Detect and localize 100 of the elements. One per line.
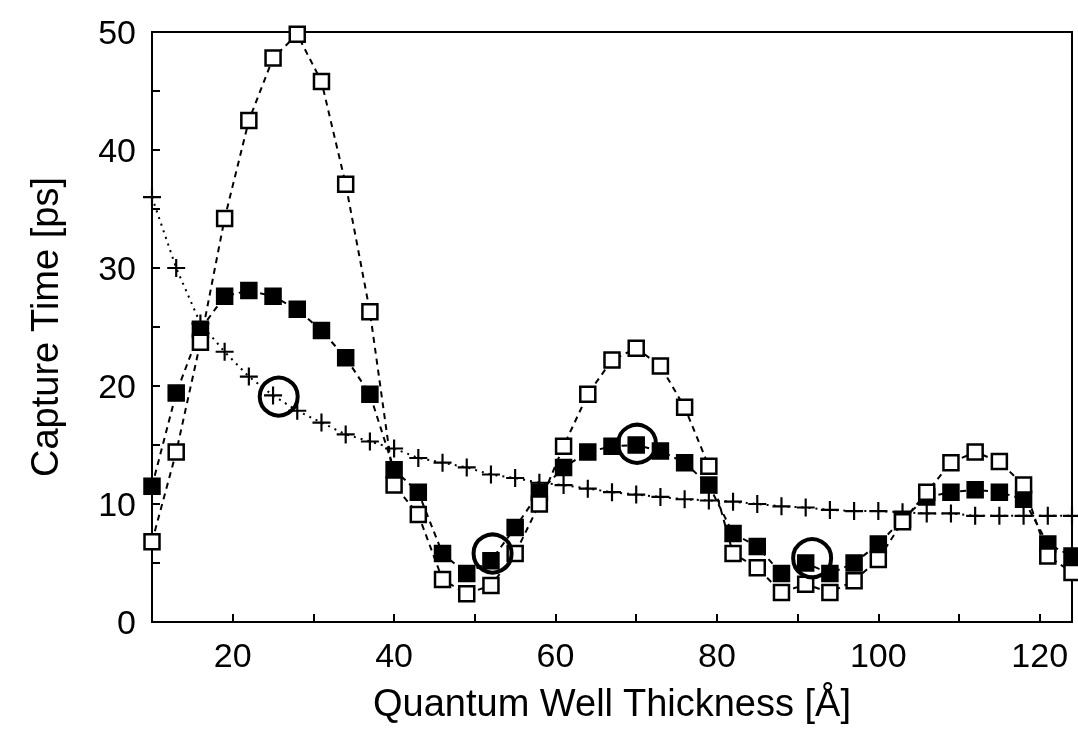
x-tick-label: 20: [213, 636, 252, 674]
x-tick-label: 120: [1011, 636, 1069, 674]
point: [257, 375, 300, 418]
point: [700, 476, 718, 494]
point: [312, 72, 331, 91]
point: [966, 481, 984, 499]
point: [966, 506, 985, 525]
point: [360, 432, 379, 451]
point: [143, 477, 161, 496]
point: [191, 333, 210, 352]
point: [845, 502, 864, 521]
point: [1038, 506, 1057, 525]
x-tick-label: 40: [375, 636, 414, 674]
point: [215, 287, 234, 306]
point: [288, 25, 307, 44]
point: [772, 564, 791, 583]
x-axis-title: Quantum Well Thickness [Å]: [372, 681, 852, 724]
point: [336, 175, 355, 193]
point: [869, 502, 888, 521]
point: [264, 287, 282, 306]
point: [1014, 506, 1033, 525]
point: [966, 443, 984, 461]
point: [264, 49, 282, 67]
point: [409, 448, 428, 467]
point: [336, 425, 355, 444]
point: [603, 483, 621, 502]
point: [457, 458, 476, 477]
point: [990, 506, 1009, 525]
point: [845, 554, 863, 572]
point: [724, 492, 743, 511]
y-tick-label: 20: [98, 367, 136, 405]
point: [1014, 476, 1033, 494]
point: [675, 453, 694, 472]
point: [772, 497, 791, 516]
point: [627, 485, 646, 504]
point: [433, 544, 452, 563]
point: [990, 452, 1009, 471]
point: [167, 384, 185, 402]
point: [215, 209, 234, 228]
point: [482, 576, 500, 595]
y-axis-title: Capture Time [ps]: [24, 177, 66, 477]
point: [554, 458, 573, 477]
y-tick-label: 0: [117, 603, 136, 641]
y-tick-label: 40: [98, 131, 136, 169]
point: [990, 483, 1009, 501]
point: [143, 188, 161, 207]
point: [772, 583, 791, 602]
y-tick-label: 30: [98, 249, 136, 287]
point: [675, 398, 694, 416]
point: [578, 479, 597, 498]
point: [336, 348, 355, 367]
point: [312, 413, 331, 432]
point: [554, 437, 573, 455]
point: [579, 385, 597, 404]
point: [361, 302, 379, 321]
point: [724, 544, 742, 563]
point: [942, 453, 960, 472]
point: [506, 469, 525, 488]
point: [796, 498, 815, 517]
point: [530, 495, 549, 513]
point: [917, 483, 936, 501]
point: [481, 465, 500, 484]
point: [700, 457, 718, 475]
point: [167, 259, 186, 277]
point: [616, 422, 659, 465]
point: [312, 321, 331, 340]
point: [239, 367, 258, 386]
point: [385, 439, 404, 458]
point: [457, 584, 476, 603]
point: [409, 483, 428, 501]
point: [554, 476, 573, 495]
point: [409, 505, 428, 524]
y-tick-label: 50: [98, 13, 136, 51]
x-tick-label: 80: [698, 636, 736, 674]
y-tick-label: 10: [98, 485, 136, 523]
point: [385, 476, 403, 494]
point: [288, 300, 307, 319]
point: [506, 518, 524, 537]
point: [1039, 547, 1057, 565]
point: [845, 571, 863, 590]
point: [471, 532, 514, 575]
point: [433, 453, 452, 472]
point: [748, 558, 767, 577]
point: [167, 443, 185, 461]
point: [941, 504, 960, 523]
point: [699, 491, 718, 510]
x-tick-label: 60: [536, 636, 575, 674]
point: [821, 583, 839, 602]
point: [724, 524, 742, 543]
point: [820, 500, 839, 519]
point: [627, 339, 645, 357]
point: [917, 504, 936, 523]
point: [361, 385, 379, 404]
point: [651, 357, 670, 375]
point: [675, 490, 694, 509]
point: [433, 570, 452, 589]
point: [215, 342, 234, 361]
point: [748, 495, 767, 513]
point: [457, 564, 476, 583]
point: [143, 533, 161, 551]
